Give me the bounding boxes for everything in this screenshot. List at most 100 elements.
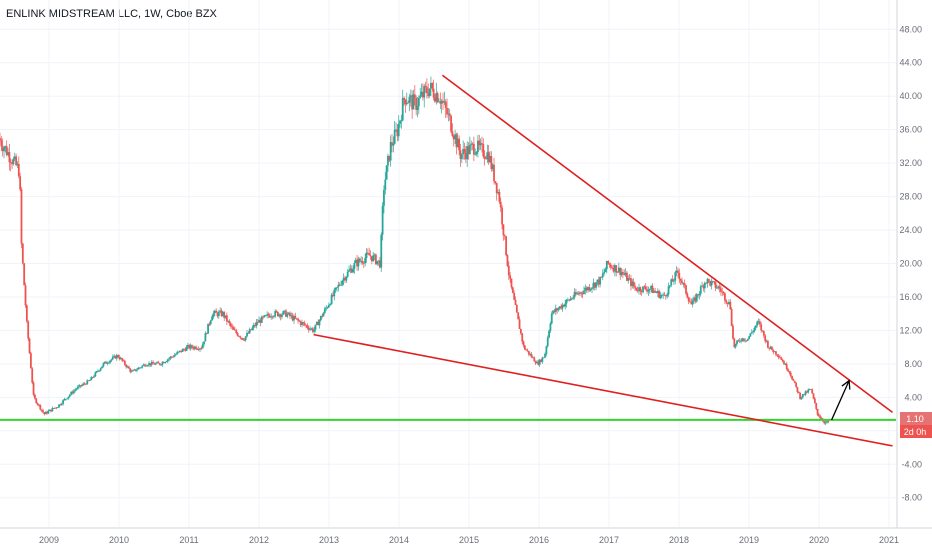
candle-body — [499, 201, 502, 208]
candle-body — [725, 300, 728, 303]
candle-body — [569, 298, 572, 301]
candle — [717, 285, 720, 290]
candle — [370, 256, 373, 265]
candle — [815, 402, 818, 411]
candle — [309, 326, 312, 332]
candle-body — [724, 293, 726, 301]
candle — [415, 95, 418, 116]
candle — [7, 147, 9, 157]
candle-body — [673, 280, 675, 282]
candle — [820, 416, 823, 420]
candle-body — [44, 411, 47, 415]
candle — [223, 310, 226, 322]
candle-body — [622, 271, 624, 274]
candle — [652, 288, 655, 294]
candle — [349, 264, 352, 274]
candle-body — [221, 312, 224, 316]
candle-body — [522, 341, 525, 346]
candle — [201, 341, 204, 349]
candle — [121, 357, 124, 363]
candle — [698, 291, 701, 300]
candle — [87, 380, 90, 382]
candle — [628, 273, 631, 281]
candle-body — [354, 259, 357, 263]
candle-body — [93, 376, 95, 378]
candle — [455, 132, 458, 155]
candle-body — [348, 270, 350, 272]
candle — [681, 277, 683, 286]
candle-body — [436, 93, 439, 102]
candle-body — [258, 319, 260, 323]
candle-body — [421, 91, 424, 98]
candle-body — [20, 189, 23, 244]
candle-body — [95, 371, 98, 373]
candle-body — [164, 362, 167, 364]
candle-body — [691, 300, 694, 305]
candle — [765, 339, 768, 343]
candle-body — [442, 100, 444, 103]
candle — [40, 409, 43, 413]
candle-body — [101, 366, 103, 369]
candle — [624, 268, 627, 277]
candle-body — [372, 255, 375, 262]
candle-body — [46, 411, 48, 414]
candle-body — [589, 288, 592, 291]
candle — [564, 299, 567, 310]
candle — [573, 288, 576, 300]
price-axis[interactable]: 48.00 44.00 40.00 36.00 32.00 28.00 24.00 20.00… — [899, 24, 922, 502]
candle-body — [800, 397, 803, 399]
candle-body — [282, 311, 285, 315]
candle-body — [217, 311, 220, 317]
candle — [483, 150, 486, 166]
candle — [290, 312, 293, 319]
candle-body — [255, 322, 258, 327]
candle — [807, 388, 810, 394]
candle-body — [628, 278, 631, 279]
candle-body — [85, 383, 87, 385]
candle-body — [330, 294, 333, 305]
candle — [330, 293, 333, 305]
candle — [654, 287, 657, 294]
candle-body — [686, 293, 689, 298]
candle-body — [4, 146, 7, 148]
candle — [356, 255, 358, 272]
candle — [219, 307, 222, 313]
time-axis[interactable]: 2009 2010 2011 2012 2013 2014 2015 2016 2017 2018… — [39, 535, 899, 545]
candle — [608, 262, 611, 269]
candle — [372, 251, 375, 263]
candle — [580, 291, 583, 298]
candle — [597, 276, 600, 288]
candle-body — [714, 281, 717, 288]
candle-body — [812, 393, 815, 399]
candle-body — [753, 327, 756, 332]
candle-body — [666, 294, 669, 297]
candle — [44, 411, 47, 415]
candle — [553, 308, 556, 314]
candle-body — [660, 295, 663, 296]
y-tick-label: 16.00 — [899, 292, 922, 302]
candle — [746, 338, 749, 342]
candle — [472, 136, 475, 162]
candle — [196, 347, 199, 350]
candle — [234, 326, 236, 331]
candle-body — [71, 391, 74, 394]
candle — [489, 150, 491, 164]
candle — [86, 379, 89, 385]
candle-body — [561, 304, 564, 309]
candle-body — [169, 356, 172, 359]
candle — [635, 287, 638, 292]
candle-body — [584, 287, 587, 291]
candle-body — [797, 391, 800, 394]
candle — [505, 235, 508, 257]
candle — [572, 295, 575, 300]
candle-body — [195, 346, 197, 350]
candle-body — [364, 258, 367, 264]
candle — [106, 361, 109, 366]
candle-body — [75, 388, 78, 390]
candle — [346, 269, 349, 278]
candle — [528, 351, 530, 357]
candle-body — [178, 350, 181, 352]
x-tick-label: 2016 — [529, 535, 549, 545]
candle-body — [455, 134, 458, 148]
